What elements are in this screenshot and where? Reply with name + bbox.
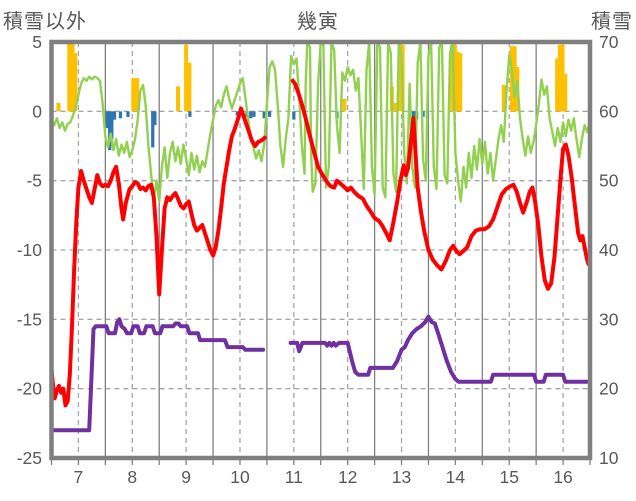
left-axis-tick-label: 5 bbox=[32, 32, 42, 52]
sunshine-bars bbox=[501, 84, 506, 112]
precipitation-bars bbox=[262, 111, 266, 119]
sunshine-bars bbox=[342, 98, 347, 112]
left-axis-tick-label: -5 bbox=[26, 171, 42, 191]
left-axis-tick-label: -15 bbox=[17, 309, 42, 329]
precipitation-bars bbox=[188, 111, 192, 117]
sunshine-bars bbox=[131, 78, 136, 112]
precipitation-bars bbox=[118, 111, 123, 119]
sunshine-bars bbox=[557, 44, 562, 112]
precipitation-bars bbox=[110, 111, 114, 140]
right-axis-tick-label: 10 bbox=[599, 448, 619, 468]
x-axis-tick-label: 15 bbox=[499, 467, 518, 487]
precipitation-bars bbox=[252, 111, 256, 117]
sunshine-bars bbox=[450, 44, 455, 112]
precipitation-bars bbox=[292, 111, 296, 120]
left-axis-tick-label: -10 bbox=[17, 240, 43, 260]
right-axis-tick-label: 60 bbox=[599, 101, 619, 121]
sunshine-bars bbox=[184, 44, 189, 112]
right-axis-tick-label: 40 bbox=[599, 240, 619, 260]
sunshine-bars bbox=[452, 44, 457, 112]
sunshine-bars bbox=[70, 42, 75, 112]
sunshine-bars bbox=[73, 53, 78, 112]
precipitation-bars bbox=[105, 111, 110, 128]
snow-depth-line bbox=[51, 317, 266, 433]
sunshine-bars bbox=[56, 103, 61, 112]
sunshine-bars bbox=[67, 42, 72, 112]
sunshine-bars bbox=[187, 62, 192, 112]
sunshine-bars bbox=[397, 44, 402, 112]
precipitation-bars bbox=[108, 111, 112, 151]
x-axis-tick-label: 12 bbox=[338, 467, 357, 487]
x-axis-tick-label: 16 bbox=[553, 467, 572, 487]
right-axis-tick-label: 30 bbox=[599, 309, 619, 329]
left-axis-tick-label: -25 bbox=[17, 448, 42, 468]
precipitation-bars bbox=[235, 111, 239, 116]
plot-border bbox=[49, 39, 593, 461]
precipitation-bars bbox=[151, 111, 155, 148]
sunshine-bars bbox=[512, 46, 517, 112]
x-axis-tick-label: 7 bbox=[74, 467, 84, 487]
sunshine-bars bbox=[392, 103, 397, 112]
chart-title: 幾寅 bbox=[297, 11, 339, 33]
precipitation-bars bbox=[249, 111, 253, 119]
sunshine-bars bbox=[455, 51, 460, 112]
right-axis-title: 積雪 bbox=[591, 11, 633, 33]
x-axis-tick-label: 8 bbox=[127, 467, 137, 487]
precipitation-bars bbox=[126, 111, 130, 117]
snow-depth-line bbox=[288, 314, 590, 384]
temperature-line bbox=[290, 78, 590, 291]
x-axis-tick-label: 13 bbox=[392, 467, 411, 487]
left-axis-tick-label: -20 bbox=[17, 379, 43, 399]
x-axis-tick-label: 14 bbox=[446, 467, 466, 487]
precipitation-bars bbox=[112, 111, 117, 120]
sunshine-bars bbox=[560, 44, 565, 112]
right-axis-tick-label: 20 bbox=[599, 379, 619, 399]
sunshine-bars bbox=[135, 78, 140, 112]
right-axis-tick-label: 50 bbox=[599, 171, 619, 191]
x-axis-tick-label: 9 bbox=[181, 467, 191, 487]
x-axis-tick-label: 11 bbox=[285, 467, 303, 487]
precipitation-bars bbox=[411, 111, 415, 119]
precipitation-bars bbox=[153, 111, 157, 126]
temperature-line bbox=[51, 106, 267, 408]
left-axis-title: 積雪以外 bbox=[3, 11, 87, 33]
precipitation-bars bbox=[267, 111, 272, 117]
sunshine-bars bbox=[555, 58, 560, 112]
sunshine-bars bbox=[458, 53, 463, 112]
x-axis-tick-label: 10 bbox=[230, 467, 250, 487]
left-axis-tick-label: 0 bbox=[32, 101, 42, 121]
sunshine-bars bbox=[563, 73, 568, 112]
green-line bbox=[51, 42, 590, 203]
right-axis-tick-label: 70 bbox=[599, 32, 619, 52]
sunshine-bars bbox=[176, 86, 181, 112]
